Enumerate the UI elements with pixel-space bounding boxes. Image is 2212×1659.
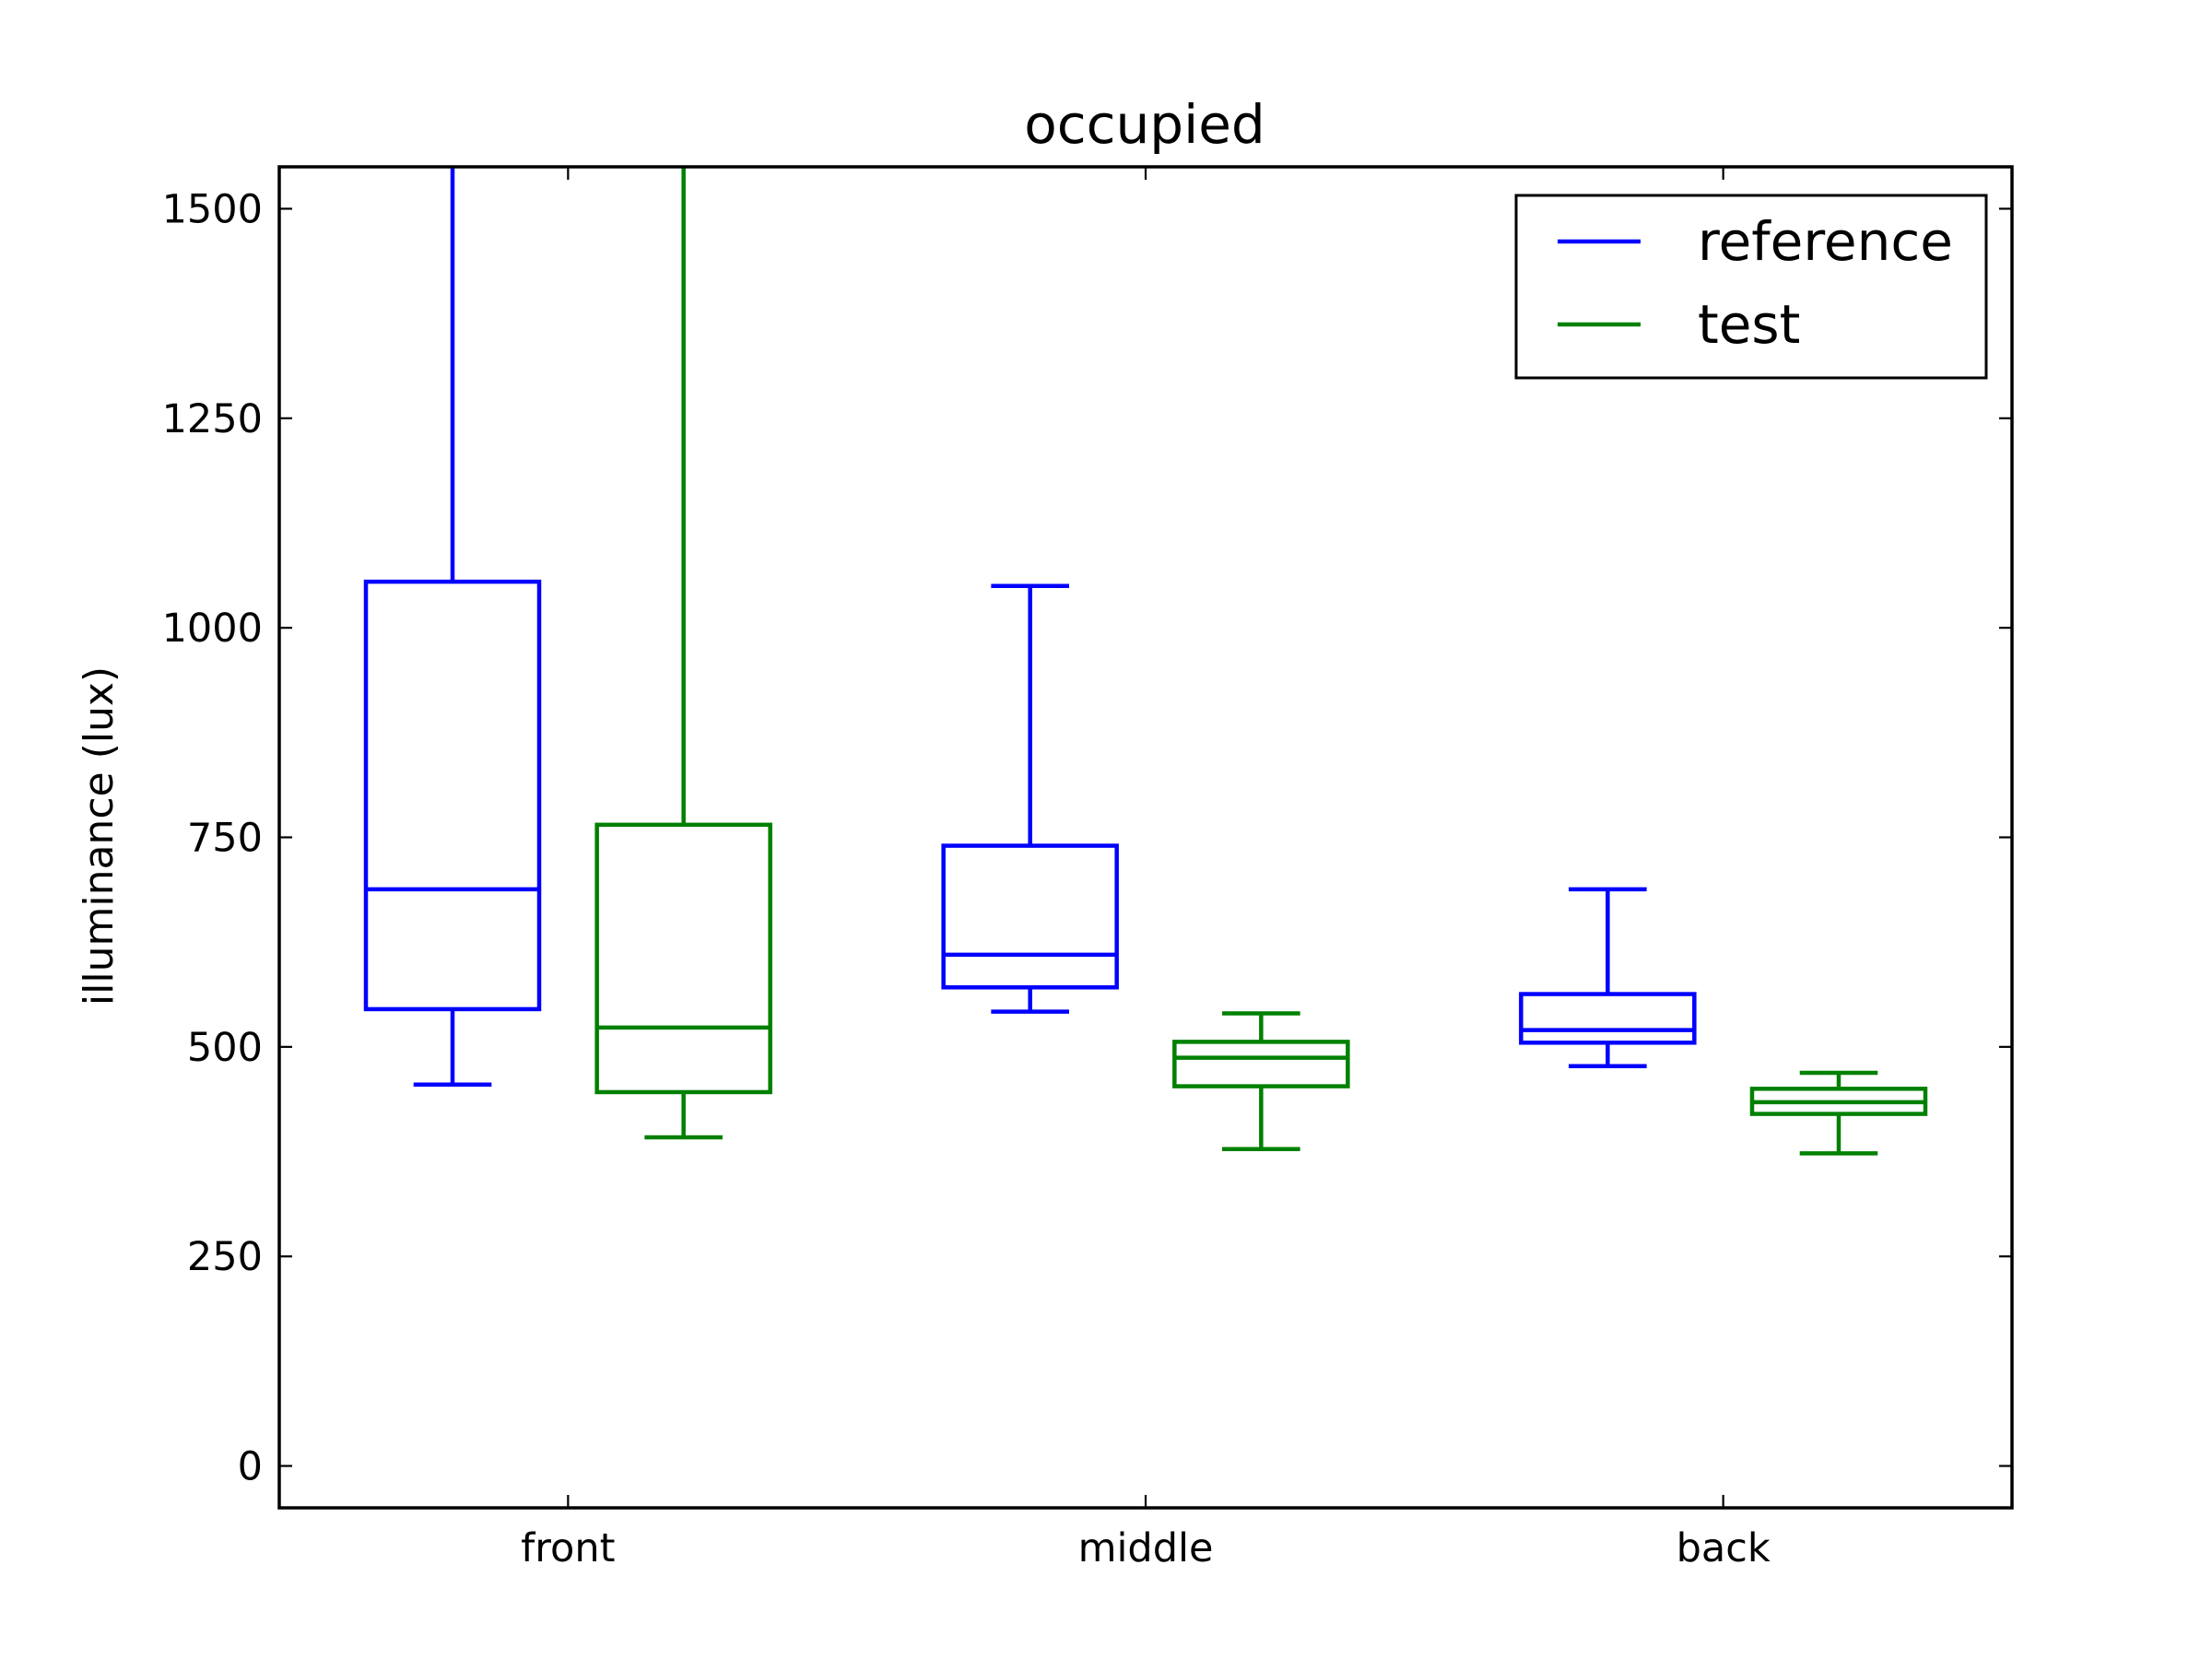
x-tick-label: front <box>521 1525 615 1571</box>
y-tick-label: 1250 <box>162 396 263 442</box>
box-iqr <box>1172 1040 1350 1088</box>
box-iqr <box>1519 992 1697 1045</box>
box-iqr <box>363 579 542 1012</box>
box-test-back <box>1749 1070 1928 1156</box>
box-iqr <box>941 843 1119 990</box>
legend: reference test <box>1514 194 1988 380</box>
y-tick-label: 250 <box>187 1234 263 1280</box>
y-tick-label: 750 <box>187 816 263 862</box>
y-tick-label: 1000 <box>162 606 263 652</box>
axis-ticks: 0 250 500 750 1000 1250 1500 front middle back <box>162 167 2012 1571</box>
boxes <box>363 167 1928 1156</box>
chart-title: occupied <box>1024 93 1265 156</box>
box-reference-middle <box>941 583 1119 1014</box>
legend-label-test: test <box>1698 293 1800 356</box>
x-tick-label: middle <box>1078 1525 1214 1571</box>
y-tick-label: 1500 <box>162 186 263 232</box>
y-axis-label: illuminance (lux) <box>76 666 123 1006</box>
y-tick-label: 500 <box>187 1025 263 1071</box>
box-reference-front <box>363 167 542 1088</box>
legend-label-reference: reference <box>1698 210 1953 273</box>
x-tick-label: back <box>1677 1525 1771 1571</box>
y-tick-label: 0 <box>238 1444 263 1490</box>
plot-frame <box>277 165 2014 1510</box>
box-test-middle <box>1172 1011 1350 1152</box>
box-reference-back <box>1519 887 1697 1069</box>
box-iqr <box>594 822 772 1095</box>
legend-box <box>1514 194 1988 380</box>
box-test-front <box>594 167 772 1140</box>
